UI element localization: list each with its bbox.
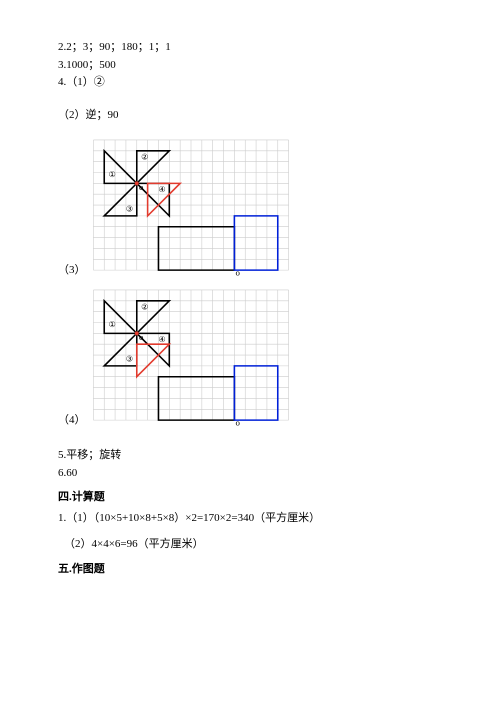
svg-text:②: ② bbox=[141, 152, 148, 161]
svg-text:o: o bbox=[235, 268, 240, 278]
section-5-heading: 五.作图题 bbox=[58, 561, 442, 578]
svg-text:o: o bbox=[235, 418, 240, 428]
fig-4-label: （4） bbox=[58, 412, 86, 429]
svg-text:④: ④ bbox=[158, 185, 165, 194]
svg-text:③: ③ bbox=[125, 205, 132, 214]
ans-6: 6.60 bbox=[58, 465, 442, 482]
svg-text:①: ① bbox=[108, 320, 115, 329]
ans-5: 5.平移；旋转 bbox=[58, 447, 442, 464]
fig-3-label: （3） bbox=[58, 262, 86, 279]
calc-1-1: 1.（1）（10×5+10×8+5×8）×2=170×2=340（平方厘米） bbox=[58, 510, 442, 527]
ans-2: 2.2；3；90；180；1；1 bbox=[58, 39, 442, 56]
svg-text:③: ③ bbox=[125, 355, 132, 364]
calc-1-2: （2）4×4×6=96（平方厘米） bbox=[64, 536, 442, 553]
ans-4-1: 4.（1）② bbox=[58, 74, 442, 91]
svg-text:o: o bbox=[138, 332, 143, 342]
svg-text:①: ① bbox=[108, 170, 115, 179]
svg-text:②: ② bbox=[141, 302, 148, 311]
figure-3: ① ② ④ ③ o o bbox=[90, 138, 292, 278]
figure-4: ① ② ④ ③ o o bbox=[90, 288, 292, 428]
ans-4-2: （2）逆；90 bbox=[58, 107, 442, 124]
ans-3: 3.1000；500 bbox=[58, 57, 442, 74]
svg-text:o: o bbox=[138, 182, 143, 192]
svg-text:④: ④ bbox=[158, 335, 165, 344]
section-4-heading: 四.计算题 bbox=[58, 489, 442, 506]
